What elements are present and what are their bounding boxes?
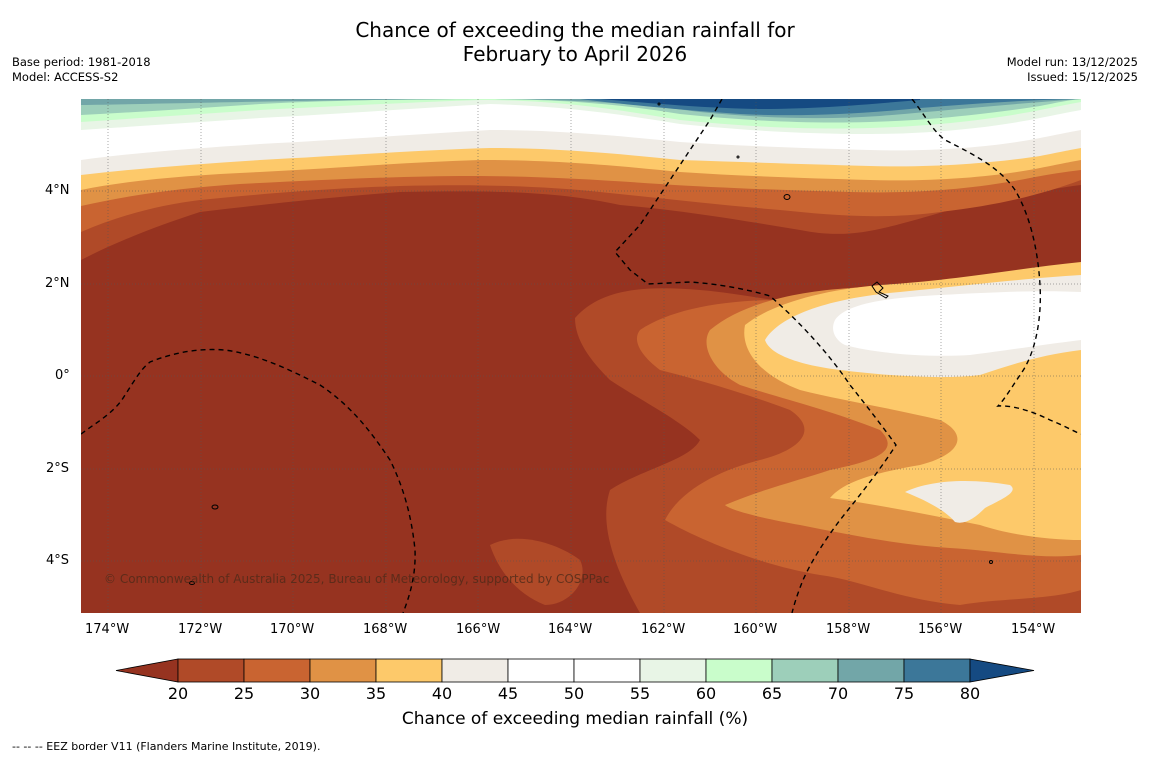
colorbar-segment-25-30	[243, 658, 311, 683]
colorbar-segment-70-75	[837, 658, 905, 683]
colorbar-under-arrow	[115, 658, 179, 683]
lon-label-156w: 156°W	[918, 622, 963, 637]
lon-label-158w: 158°W	[826, 622, 871, 637]
lon-label-168w: 168°W	[363, 622, 408, 637]
colorbar-segment-60-65	[705, 658, 773, 683]
band-80-plus-north	[600, 99, 920, 109]
issued-date: Issued: 15/12/2025	[1027, 70, 1138, 84]
colorbar-tick-80: 80	[959, 684, 981, 703]
title-line-1: Chance of exceeding the median rainfall …	[355, 18, 795, 42]
colorbar-segment-50-55	[573, 658, 641, 683]
colorbar-over-arrow	[969, 658, 1035, 683]
colorbar-tick-60: 60	[695, 684, 717, 703]
lon-label-164w: 164°W	[548, 622, 593, 637]
lon-label-170w: 170°W	[270, 622, 315, 637]
lon-label-162w: 162°W	[641, 622, 686, 637]
lon-label-154w: 154°W	[1011, 622, 1056, 637]
colorbar-segment-40-45	[441, 658, 509, 683]
base-period: Base period: 1981-2018	[12, 55, 151, 69]
band-50-55	[833, 291, 1081, 356]
lon-label-160w: 160°W	[733, 622, 778, 637]
band-25-30-patch	[490, 538, 583, 605]
band-45-50-south	[905, 480, 1013, 523]
colorbar-segment-55-60	[639, 658, 707, 683]
meta-left: Base period: 1981-2018 Model: ACCESS-S2	[12, 55, 151, 85]
colorbar-tick-30: 30	[299, 684, 321, 703]
colorbar-tick-45: 45	[497, 684, 519, 703]
lat-label-2s: 2°S	[46, 461, 70, 476]
lat-label-0: 0°	[55, 368, 70, 383]
colorbar-tick-35: 35	[365, 684, 387, 703]
colorbar-segment-35-40	[375, 658, 443, 683]
colorbar-tick-65: 65	[761, 684, 783, 703]
model-name: Model: ACCESS-S2	[12, 70, 119, 84]
lat-label-4s: 4°S	[46, 553, 70, 568]
colorbar-tick-75: 75	[893, 684, 915, 703]
colorbar-segment-20-25	[177, 658, 245, 683]
meta-right: Model run: 13/12/2025 Issued: 15/12/2025	[1007, 55, 1138, 85]
lon-label-172w: 172°W	[178, 622, 223, 637]
colorbar-tick-55: 55	[629, 684, 651, 703]
colorbar-segment-45-50	[507, 658, 575, 683]
eez-borders	[81, 99, 1081, 613]
rainfall-map	[81, 99, 1081, 613]
copyright-text: © Commonwealth of Australia 2025, Bureau…	[104, 572, 609, 586]
lon-label-174w: 174°W	[85, 622, 130, 637]
islands	[189, 102, 993, 585]
lon-label-166w: 166°W	[456, 622, 501, 637]
colorbar-segment-30-35	[309, 658, 377, 683]
title-line-2: February to April 2026	[462, 42, 688, 66]
colorbar-segment-65-70	[771, 658, 839, 683]
colorbar-tick-25: 25	[233, 684, 255, 703]
colorbar-segment-75-80	[903, 658, 971, 683]
footnote: -- -- -- EEZ border V11 (Flanders Marine…	[12, 740, 321, 753]
colorbar	[115, 658, 1035, 683]
lat-label-4n: 4°N	[45, 183, 70, 198]
colorbar-label: Chance of exceeding median rainfall (%)	[401, 709, 749, 729]
colorbar-tick-70: 70	[827, 684, 849, 703]
colorbar-tick-20: 20	[167, 684, 189, 703]
model-run: Model run: 13/12/2025	[1006, 55, 1138, 69]
lat-label-2n: 2°N	[45, 276, 70, 291]
colorbar-tick-40: 40	[431, 684, 453, 703]
colorbar-tick-50: 50	[563, 684, 585, 703]
